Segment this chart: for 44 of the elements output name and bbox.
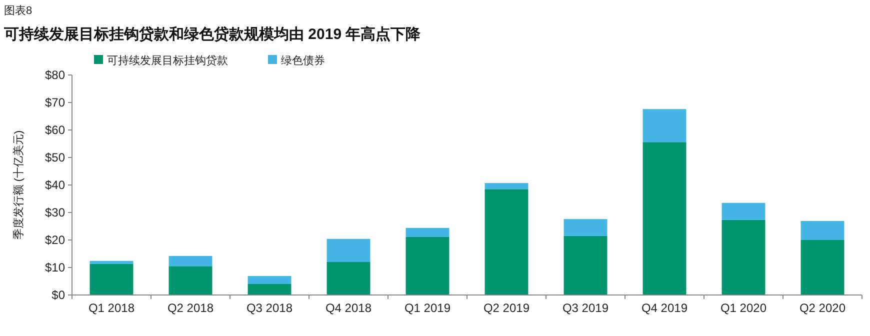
bar [326,238,370,262]
bar [90,264,134,295]
x-tick-label: Q1 2019 [404,301,451,315]
bar [248,284,292,295]
y-tick-label: $70 [44,96,66,110]
bar [90,260,134,264]
x-tick-label: Q1 2020 [720,301,767,315]
text: 图表8 [4,4,32,17]
y-tick-label: $40 [44,178,66,192]
bar [564,219,608,236]
y-tick-label: $30 [44,206,66,220]
y-tick-label: $60 [44,123,66,137]
bar [406,236,450,295]
bar [406,228,450,237]
y-tick-label: $80 [44,68,66,82]
y-tick-label: $20 [44,233,66,247]
bar [722,202,766,220]
x-tick-label: Q3 2018 [246,301,293,315]
x-tick-label: Q2 2019 [483,301,530,315]
y-tick-label: $50 [44,150,66,164]
x-tick-label: Q3 2019 [562,301,609,315]
x-tick-label: Q2 2020 [799,301,846,315]
bar [484,189,528,295]
bar [168,266,212,295]
bar [800,240,844,295]
bar [722,220,766,295]
bar [484,183,528,190]
legend-label: 绿色债券 [281,54,325,67]
legend-label: 可持续发展目标挂钩贷款 [107,54,228,67]
bar [800,221,844,240]
bar [642,109,686,142]
y-tick-label: $0 [52,288,66,302]
x-tick-label: Q4 2019 [641,301,688,315]
x-tick-label: Q1 2018 [88,301,135,315]
x-tick-label: Q2 2018 [167,301,214,315]
bar [248,276,292,284]
bar [564,236,608,295]
bar [326,262,370,295]
bar [168,256,212,266]
y-tick-label: $10 [44,260,66,274]
x-tick-label: Q4 2018 [325,301,372,315]
y-axis-title: 季度发行额 (十亿美元) [12,130,25,240]
chart-title: 可持续发展目标挂钩贷款和绿色贷款规模均由 2019 年高点下降 [3,25,422,43]
bar [642,142,686,295]
